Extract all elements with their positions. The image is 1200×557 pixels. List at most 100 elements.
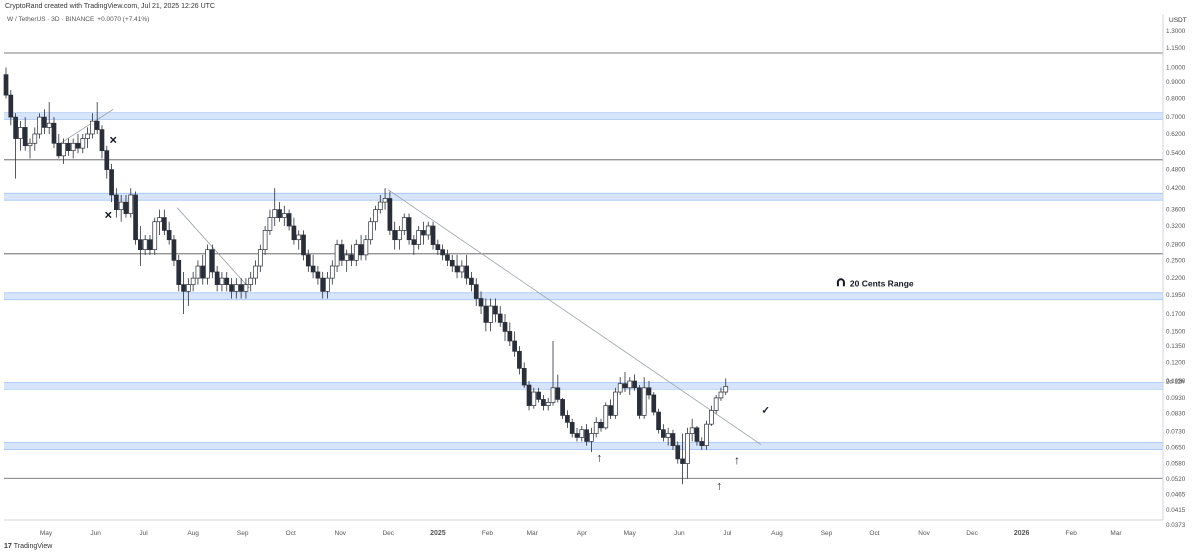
candle-up — [70, 142, 76, 152]
time-tick-label: Mar — [1110, 530, 1122, 537]
candle-down — [138, 239, 143, 250]
candle-down — [483, 305, 489, 323]
candle-down — [56, 142, 62, 157]
time-tick-label: Aug — [771, 530, 783, 537]
candle-down — [147, 239, 153, 250]
time-tick-label: Jul — [139, 530, 148, 537]
symbol-name: W / TetherUS · 3D · BINANCE — [7, 16, 95, 23]
candle-up — [233, 284, 239, 292]
annotations: 20 Cents Range ✕ ✕ ↑ ↑ ↑ ✓ — [104, 136, 914, 493]
candle-down — [94, 120, 100, 130]
candle-down — [286, 213, 292, 227]
time-tick-label: Nov — [335, 530, 347, 537]
candle-down — [574, 433, 580, 438]
candle-down — [699, 441, 705, 446]
time-tick-label: Apr — [577, 530, 588, 537]
zone-band — [4, 292, 1163, 300]
candle-up — [205, 249, 210, 279]
candle-down — [387, 198, 393, 231]
candle-up — [296, 234, 302, 241]
candle-down — [209, 249, 215, 273]
price-change: +0.0070 (+7.41%) — [97, 16, 150, 23]
candle-down — [598, 422, 604, 429]
candle-up — [579, 429, 585, 438]
candle-down — [104, 150, 110, 170]
arrow-up-icon: ↑ — [716, 479, 722, 493]
price-tick-label: 0.6200 — [1166, 131, 1186, 138]
price-tick-label: 0.3200 — [1166, 223, 1186, 230]
tradingview-logo[interactable]: 17 TradingView — [4, 543, 52, 550]
candle-up — [344, 254, 350, 261]
candle-down — [3, 74, 9, 96]
candle-down — [569, 422, 575, 434]
candle-up — [425, 225, 431, 236]
candle-up — [329, 265, 335, 279]
candle-down — [320, 277, 326, 292]
candle-up — [545, 402, 551, 406]
candle-up — [713, 397, 719, 411]
candle-down — [406, 217, 412, 241]
time-tick-label: Mar — [527, 530, 539, 537]
candle-down — [560, 399, 565, 416]
price-tick-label: 0.1950 — [1166, 292, 1186, 299]
candle-down — [517, 350, 522, 369]
candle-up — [257, 249, 263, 267]
price-tick-label: 0.1500 — [1166, 328, 1186, 335]
candle-down — [656, 411, 661, 431]
price-tick-label: 0.2200 — [1166, 275, 1186, 282]
candle-down — [310, 265, 316, 273]
zone-band — [4, 442, 1163, 450]
price-tick-label: 0.0465 — [1166, 491, 1186, 498]
candle-down — [13, 116, 18, 139]
candle-down — [200, 265, 206, 279]
candle-up — [382, 198, 388, 203]
candle-up — [401, 217, 407, 231]
range-label: 20 Cents Range — [850, 278, 914, 288]
zone-band — [4, 112, 1163, 120]
candle-up — [363, 239, 369, 256]
candle-up — [641, 387, 647, 416]
candle-down — [507, 331, 513, 342]
price-tick-label: 0.1050 — [1166, 378, 1186, 385]
candle-down — [171, 239, 177, 261]
candle-up — [416, 230, 422, 245]
candle-down — [536, 391, 541, 400]
candle-up — [603, 405, 609, 429]
support-resistance-zones — [4, 112, 1163, 450]
candle-down — [8, 94, 14, 118]
axes: USDT 1.3000 1.1500 1.0000 0.9000 0.8000 0.7000… — [4, 14, 1187, 537]
time-tick-label: Nov — [918, 530, 930, 537]
trend-lines — [60, 109, 762, 445]
candle-down — [162, 217, 167, 231]
candle-up — [373, 209, 378, 223]
candle-down — [224, 277, 230, 285]
candle-down — [622, 383, 628, 389]
candle-up — [152, 221, 158, 250]
arrow-up-icon: ↑ — [734, 453, 740, 467]
candle-up — [531, 391, 537, 406]
candle-up — [90, 120, 95, 135]
price-tick-label: 0.3600 — [1166, 207, 1186, 214]
tradingview-logo-mark: 17 — [4, 543, 12, 550]
candle-down — [305, 254, 311, 267]
candle-up — [27, 142, 33, 147]
time-tick-label: Feb — [1066, 530, 1078, 537]
candle-up — [397, 230, 402, 241]
zone-band — [4, 193, 1163, 201]
candle-down — [339, 244, 345, 261]
candle-down — [176, 259, 182, 285]
candle-down — [358, 244, 364, 256]
candle-down — [349, 254, 354, 261]
candle-down — [646, 387, 652, 396]
candle-up — [593, 422, 599, 434]
candle-up — [353, 244, 359, 261]
candle-down — [694, 427, 700, 442]
candle-up — [190, 277, 196, 285]
price-tick-label: 0.2500 — [1166, 257, 1186, 264]
candle-down — [114, 194, 119, 210]
candle-down — [51, 122, 57, 144]
price-marker-countdown: 2d 12h — [1166, 380, 1184, 386]
candle-down — [301, 234, 306, 256]
candle-down — [526, 384, 532, 406]
